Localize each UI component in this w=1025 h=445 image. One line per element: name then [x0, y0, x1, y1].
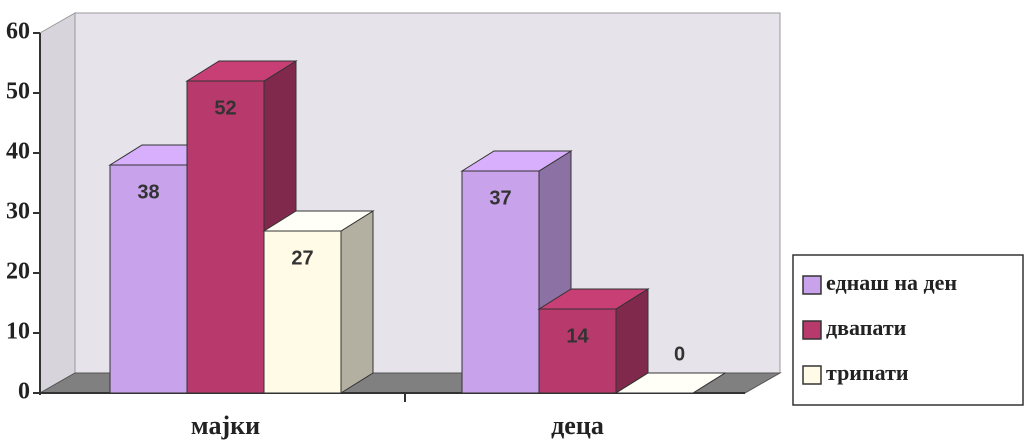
side-wall	[39, 12, 76, 394]
y-tick-label: 10	[6, 319, 30, 345]
legend-swatch	[802, 320, 822, 340]
bar-side	[340, 210, 374, 394]
bar-top	[614, 372, 727, 394]
data-label: 14	[566, 325, 589, 347]
bar	[263, 230, 342, 394]
legend-label: двапати	[826, 315, 907, 340]
y-tick-label: 40	[6, 139, 30, 165]
data-label: 0	[674, 343, 685, 365]
bar	[186, 80, 265, 394]
y-tick-label: 30	[6, 199, 30, 225]
x-tick-label: деца	[551, 411, 604, 440]
data-label: 27	[291, 247, 313, 269]
data-label: 52	[214, 97, 236, 119]
y-tick-label: 0	[18, 379, 30, 405]
legend-label: трипати	[826, 360, 909, 385]
data-label: 38	[137, 181, 159, 203]
legend-swatch	[802, 275, 822, 295]
bar	[538, 308, 617, 394]
legend-label: еднаш на ден	[826, 270, 957, 295]
data-label: 37	[489, 187, 511, 209]
legend-swatch	[802, 365, 822, 385]
y-tick-label: 20	[6, 259, 30, 285]
bar	[109, 164, 188, 394]
bar	[461, 170, 540, 394]
y-tick-label: 50	[6, 79, 30, 105]
y-tick-label: 60	[6, 19, 30, 45]
x-tick-label: мајки	[191, 411, 260, 440]
legend	[792, 254, 1024, 406]
